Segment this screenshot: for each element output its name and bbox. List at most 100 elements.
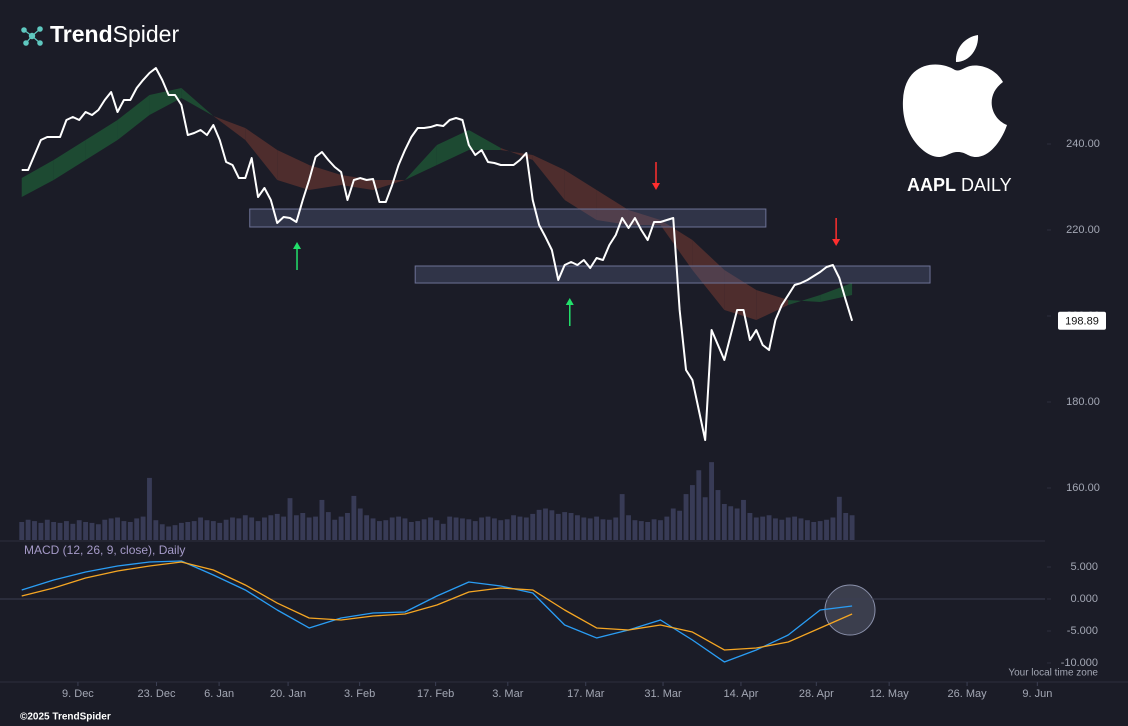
macd-line — [21, 561, 853, 651]
x-tick-label: 12. May — [870, 688, 910, 700]
volume-bar — [64, 521, 69, 540]
volume-bar — [460, 518, 465, 540]
volume-bar — [428, 517, 433, 540]
ema-cloud — [692, 240, 725, 310]
volume-bar — [44, 519, 50, 540]
x-tick-label: 28. Apr — [799, 688, 834, 700]
arrow-head — [565, 297, 574, 305]
volume-bar — [594, 516, 600, 540]
ema-cloud — [564, 170, 597, 220]
volume-bar — [19, 522, 25, 540]
volume-bar — [383, 520, 389, 540]
volume-bar — [281, 516, 287, 540]
y-tick-label: 5.000 — [1070, 561, 1098, 573]
volume-bar — [773, 518, 778, 540]
volume-bar — [523, 517, 529, 540]
volume-bar — [338, 516, 344, 540]
ema-cloud — [468, 129, 501, 151]
volume-bar — [785, 517, 791, 540]
volume-bar — [760, 516, 766, 540]
ema-cloud — [596, 190, 629, 226]
volume-bar — [766, 515, 772, 540]
volume-bar — [645, 522, 651, 540]
volume-bar — [178, 522, 184, 540]
ema-cloud — [756, 289, 789, 321]
symbol: AAPL — [907, 175, 956, 195]
volume-bar — [587, 518, 593, 540]
volume-bar — [511, 515, 516, 540]
volume-bar — [262, 517, 267, 540]
brand-icon — [21, 26, 43, 46]
signal-arrow — [651, 162, 660, 191]
volume-bar — [147, 477, 152, 540]
volume-bar — [102, 519, 108, 540]
level-zone — [414, 265, 931, 284]
volume-bar — [159, 524, 165, 540]
x-tick-label: 26. May — [948, 688, 988, 700]
volume-bar — [779, 519, 785, 540]
volume-bar — [824, 519, 829, 540]
volume-bar — [230, 517, 235, 540]
brand-light: Spider — [113, 21, 180, 47]
last-price-box — [1058, 311, 1106, 330]
ema-cloud — [500, 148, 533, 161]
y-tick-label: -5.000 — [1067, 625, 1098, 637]
volume-bar — [543, 508, 548, 540]
volume-bar — [76, 520, 82, 540]
volume-bar — [658, 520, 663, 540]
volume-bar — [345, 513, 350, 540]
volume-bar — [274, 513, 280, 540]
brand-bold: Trend — [50, 21, 113, 47]
volume-bar — [613, 517, 619, 540]
volume-bar — [683, 494, 689, 540]
volume-bar — [702, 497, 708, 540]
ema-cloud — [85, 120, 118, 161]
last-price-label: 198.89 — [1065, 316, 1099, 328]
y-tick-label: 240.00 — [1066, 138, 1100, 150]
volume-bar — [210, 521, 216, 540]
volume-bar — [51, 522, 57, 540]
volume-bar — [325, 512, 331, 540]
volume-bar — [364, 515, 370, 540]
volume-bar — [485, 516, 491, 540]
volume-bar — [792, 516, 798, 540]
volume-bar — [415, 521, 421, 540]
volume-bar — [517, 516, 523, 540]
volume-bar — [127, 522, 133, 540]
volume-bar — [121, 521, 127, 540]
ema-cloud — [724, 270, 757, 321]
volume-bar — [677, 510, 683, 540]
volume-bar — [836, 496, 842, 540]
volume-bar — [57, 522, 63, 540]
volume-bar — [638, 521, 644, 540]
volume-bar — [843, 513, 849, 540]
volume-bar — [753, 517, 759, 540]
apple-logo — [902, 35, 1007, 158]
volume-bar — [830, 517, 836, 540]
signal-arrow — [565, 297, 574, 326]
volume-bar — [498, 520, 504, 540]
volume-bar — [370, 518, 376, 540]
timezone-note: Your local time zone — [1008, 668, 1098, 679]
volume-bar — [689, 485, 695, 540]
brand: TrendSpider — [50, 21, 179, 47]
ema-cloud — [277, 150, 310, 191]
ema-cloud — [820, 283, 853, 302]
volume-bar — [242, 515, 248, 540]
volume-bar — [466, 519, 472, 540]
volume-bar — [198, 517, 203, 540]
ema-cloud — [436, 129, 469, 165]
x-tick-label: 23. Dec — [138, 688, 176, 700]
volume-bar — [191, 521, 197, 540]
volume-bar — [300, 513, 306, 540]
x-tick-label: 20. Jan — [270, 688, 306, 700]
volume-bar — [268, 515, 274, 540]
volume-bar — [319, 499, 325, 540]
ema-cloud — [213, 116, 246, 141]
volume-bar — [108, 518, 114, 540]
x-tick-label: 3. Feb — [344, 688, 375, 700]
volume-bar — [115, 517, 120, 540]
ema-cloud — [117, 94, 150, 141]
